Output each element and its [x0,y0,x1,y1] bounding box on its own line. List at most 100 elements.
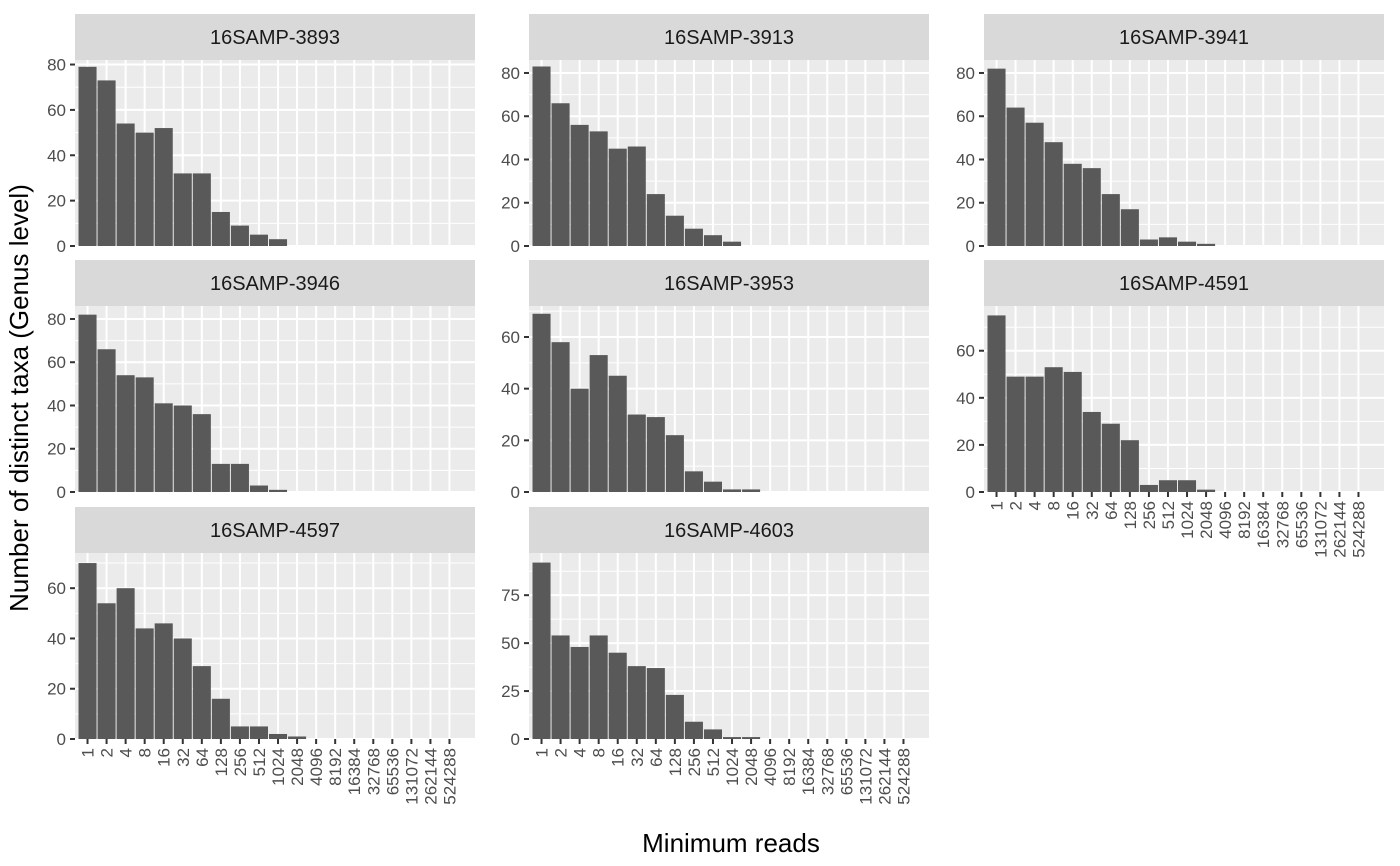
bar [154,128,173,246]
bar [230,225,249,246]
bar [608,652,627,739]
bar [97,603,116,739]
bar [154,623,173,739]
bar [589,355,608,492]
bar [116,123,135,246]
facet-strip-label: 16SAMP-3893 [210,27,340,49]
x-tick-label: 4 [1026,501,1045,510]
x-tick-label: 256 [231,748,250,776]
bar [570,388,589,492]
x-tick-label: 16 [1064,501,1083,520]
bar [987,68,1006,247]
panel-background [75,306,475,492]
bar [1063,163,1082,246]
x-tick-label: 32768 [364,748,383,795]
facet-strip [984,14,1384,60]
y-tick-label: 25 [501,682,520,701]
x-tick-label: 32 [174,748,193,767]
bar [97,349,116,492]
bar [249,234,268,246]
y-tick-label: 20 [501,194,520,213]
bar [627,666,646,739]
facet-panel: 16SAMP-4591 0 20 40 60 1 2 4 8 16 32 64 128 256 512 102… [956,260,1384,558]
facet-strip [75,14,475,60]
bar [173,173,192,246]
y-tick-label: 20 [47,192,66,211]
y-tick-label: 20 [47,440,66,459]
x-tick-label: 524288 [894,748,913,805]
x-tick-label: 2048 [288,748,307,786]
bar [532,562,551,739]
bar [173,638,192,739]
y-tick-label: 60 [47,353,66,372]
y-tick-label: 60 [47,101,66,120]
y-tick-label: 50 [501,634,520,653]
facet-panel: 16SAMP-3941 0 20 40 60 80 [956,14,1384,256]
y-tick-label: 40 [47,629,66,648]
bar [97,80,116,246]
bar [723,241,742,246]
facet-strip [75,260,475,306]
y-tick-label: 20 [47,680,66,699]
facet-strip-label: 16SAMP-3913 [664,27,794,49]
y-tick-label: 20 [501,431,520,450]
bar [1063,371,1082,492]
x-tick-label: 4096 [761,748,780,786]
x-tick-label: 2048 [742,748,761,786]
panel-background [75,553,475,739]
facet-strip-label: 16SAMP-3953 [664,273,794,295]
y-tick-label: 60 [47,579,66,598]
bar [570,124,589,246]
bar [646,668,665,739]
y-tick-label: 40 [47,396,66,415]
y-tick-label: 20 [956,194,975,213]
bar [135,132,154,246]
facet-strip [984,260,1384,306]
bar [1082,411,1101,492]
bar [684,721,703,739]
bar [665,435,684,492]
panel-background [984,306,1384,492]
x-tick-label: 131072 [856,748,875,805]
bar [211,698,230,739]
x-tick-label: 512 [704,748,723,776]
x-tick-label: 16 [609,748,628,767]
x-tick-label: 131072 [402,748,421,805]
x-tick-label: 1 [79,748,98,757]
x-tick-label: 1024 [723,748,742,786]
bar [1178,480,1197,492]
panel-background [529,60,929,246]
x-tick-label: 128 [212,748,231,776]
facet-panel: 16SAMP-3893 0 20 40 60 80 [47,14,475,256]
x-tick-label: 65536 [837,748,856,795]
bar [154,403,173,492]
y-tick-label: 40 [956,150,975,169]
y-tick-label: 0 [511,730,520,749]
bar [608,375,627,492]
x-tick-label: 32768 [1273,501,1292,548]
bar [116,588,135,739]
x-tick-label: 256 [685,748,704,776]
bar [192,666,211,739]
bar [173,405,192,492]
y-tick-label: 60 [956,342,975,361]
x-tick-label: 256 [1140,501,1159,529]
facet-strip-label: 16SAMP-3941 [1119,27,1249,49]
bar [1025,376,1044,492]
x-tick-label: 524288 [1349,501,1368,558]
bar [589,635,608,739]
y-tick-label: 40 [501,150,520,169]
bar [135,377,154,492]
facet-strip-label: 16SAMP-4597 [210,520,340,542]
bar [646,417,665,492]
x-tick-label: 8 [1045,501,1064,510]
facet-panel: 16SAMP-3946 0 20 40 60 80 [47,260,475,502]
bar [249,726,268,739]
x-tick-label: 262144 [875,748,894,805]
x-tick-label: 4096 [307,748,326,786]
x-axis-title: Minimum reads [642,828,820,858]
panel-background [529,306,929,492]
bar [551,635,570,739]
bar [1006,376,1025,492]
bar [1178,241,1197,246]
